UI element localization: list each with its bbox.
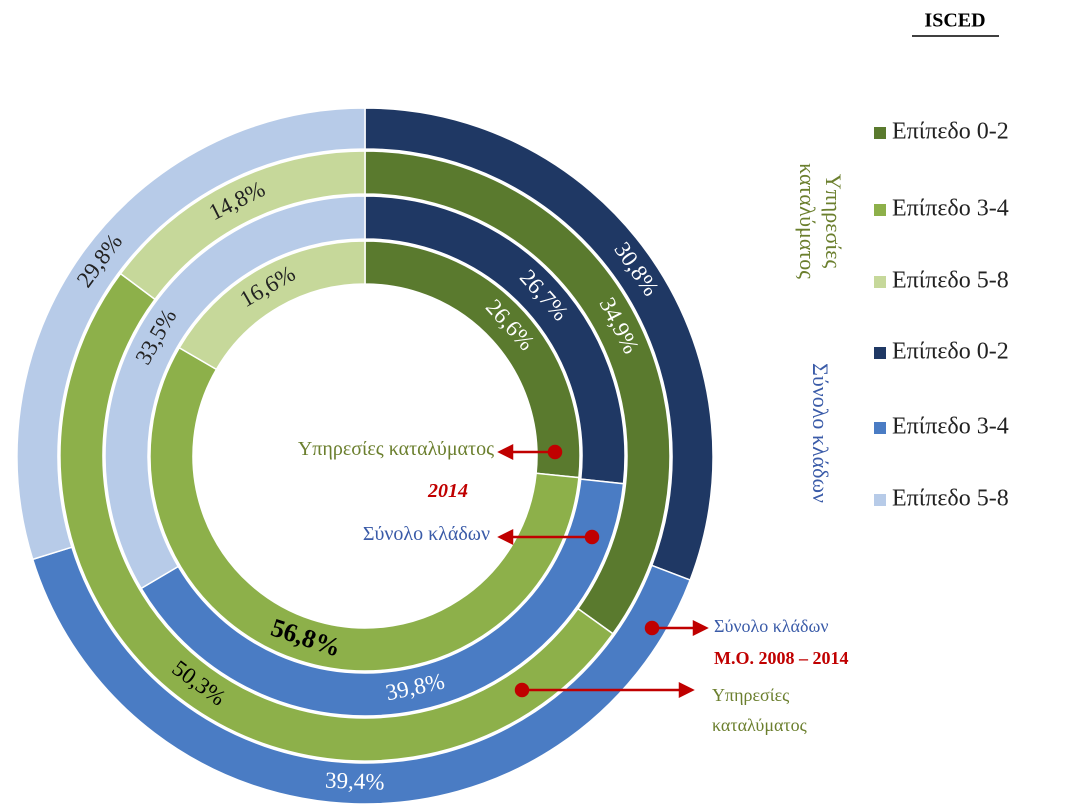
legend-label: Επίπεδο 3-4 bbox=[892, 414, 1009, 440]
legend-label: Επίπεδο 3-4 bbox=[892, 196, 1009, 222]
annotation: Σύνολο κλάδων bbox=[714, 616, 829, 636]
arrow-dot bbox=[644, 620, 660, 636]
legend-swatch bbox=[874, 276, 886, 288]
donut-segment bbox=[178, 240, 366, 371]
donut-segment bbox=[119, 150, 366, 301]
rings: 26,6%56,8%16,6% 26,7%39,8%33,5% 34,9%50,3%… bbox=[16, 107, 714, 805]
arrow-dot bbox=[584, 529, 600, 545]
legend-swatch bbox=[874, 422, 886, 434]
legend: ISCED Επίπεδο 0-2 Επίπεδο 3-4 Επίπεδο 5-8 Επ… bbox=[874, 10, 1009, 512]
legend-swatch bbox=[874, 347, 886, 359]
legend-label: Επίπεδο 0-2 bbox=[892, 339, 1009, 365]
donut-segment bbox=[104, 195, 366, 590]
arrowhead bbox=[497, 443, 514, 461]
annotation: Υπηρεσίες καταλύματος bbox=[712, 685, 807, 735]
legend-swatch bbox=[874, 204, 886, 216]
annotation: 2014 bbox=[428, 480, 468, 502]
legend-label: Επίπεδο 5-8 bbox=[892, 268, 1009, 294]
legend-title: ISCED bbox=[924, 10, 985, 32]
legend-group-label: Σύνολο κλάδων bbox=[808, 363, 833, 503]
legend-swatch bbox=[874, 127, 886, 139]
arrows bbox=[497, 443, 709, 699]
legend-group-label: Υπηρεσίες καταλύματος bbox=[795, 163, 846, 279]
arrowhead bbox=[692, 619, 709, 637]
arrowhead bbox=[678, 681, 695, 699]
arrowhead bbox=[497, 528, 514, 546]
donut-segment bbox=[149, 346, 580, 672]
donut-segment bbox=[59, 272, 614, 762]
legend-label: Επίπεδο 5-8 bbox=[892, 486, 1009, 512]
legend-label: Επίπεδο 0-2 bbox=[892, 119, 1009, 145]
legend-swatch bbox=[874, 494, 886, 506]
annotation: Υπηρεσίες καταλύματος bbox=[297, 438, 494, 460]
arrow-dot bbox=[514, 682, 530, 698]
arrow-dot bbox=[547, 444, 563, 460]
annotation: Σύνολο κλάδων bbox=[362, 523, 490, 545]
annotation: Μ.Ο. 2008 – 2014 bbox=[714, 648, 849, 668]
value-label: 39,4% bbox=[325, 768, 385, 795]
donut-segment bbox=[16, 107, 366, 561]
